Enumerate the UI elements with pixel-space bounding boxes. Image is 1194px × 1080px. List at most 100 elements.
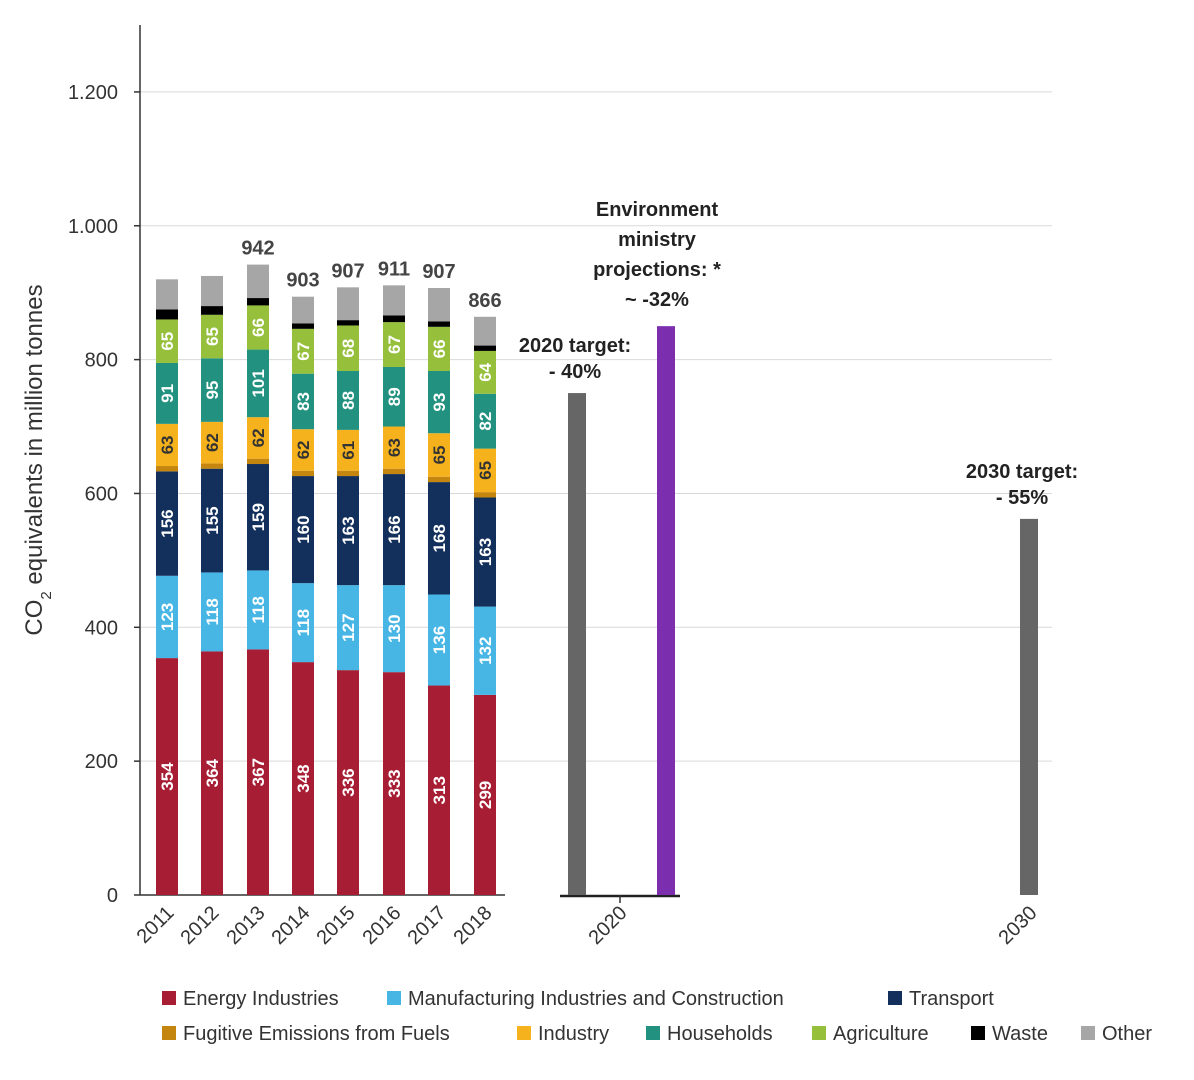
bar-segment (156, 575, 178, 659)
y-tick-label: 400 (85, 617, 118, 639)
segment-label: 82 (476, 412, 495, 431)
bar-segment (337, 429, 359, 471)
y-axis-title-prefix: CO (21, 600, 48, 636)
segment-label: 101 (249, 369, 268, 397)
legend-swatch (646, 1026, 660, 1040)
target-bar (657, 326, 675, 896)
bar-segment (383, 474, 405, 586)
y-tick-label: 0 (107, 885, 118, 907)
bar-segment (156, 362, 178, 424)
bar-segment (201, 306, 223, 315)
bar-segment (201, 572, 223, 652)
y-axis-title-subscript: 2 (38, 591, 55, 599)
bar-segment (247, 349, 269, 418)
segment-label: 159 (249, 503, 268, 531)
segment-label: 89 (385, 387, 404, 406)
x-tick-label: 2020 (585, 902, 632, 949)
segment-label: 156 (158, 509, 177, 537)
segment-label: 354 (158, 762, 177, 791)
x-tick-label: 2017 (404, 902, 451, 949)
legend-label: Energy Industries (183, 988, 339, 1010)
segment-label: 61 (339, 441, 358, 460)
target-annotation: 2030 target: (966, 461, 1078, 483)
target-bar (1020, 518, 1038, 895)
x-tick-label: 2012 (177, 902, 224, 949)
target-annotation: ministry (618, 229, 697, 251)
bar-segment (247, 298, 269, 306)
segment-label: 367 (249, 758, 268, 786)
bar-segment (337, 470, 359, 477)
legend-swatch (971, 1026, 985, 1040)
legend-swatch (888, 991, 902, 1005)
segment-label: 66 (249, 318, 268, 337)
bar-segment (428, 433, 450, 477)
target-annotation: 2020 target: (519, 335, 631, 357)
bar-segment (247, 417, 269, 459)
segment-label: 62 (203, 433, 222, 452)
bar-segment (428, 685, 450, 895)
target-bar (568, 393, 586, 895)
legend-swatch (517, 1026, 531, 1040)
legend: Energy Industries Manufacturing Industrie… (162, 988, 1152, 1045)
bar-segment (474, 350, 496, 394)
segment-label: 65 (430, 446, 449, 465)
segment-label: 67 (294, 342, 313, 361)
segment-label: 65 (476, 461, 495, 480)
segment-label: 168 (430, 524, 449, 552)
bar-segment (383, 426, 405, 469)
segment-label: 163 (339, 516, 358, 544)
legend-swatch (387, 991, 401, 1005)
segment-label: 127 (339, 613, 358, 641)
bar-segment (292, 296, 314, 324)
bar-segment (337, 325, 359, 371)
target-annotation: - 40% (549, 361, 601, 383)
segment-label: 62 (249, 428, 268, 447)
y-axis-title-suffix: equivalents in million tonnes (21, 284, 48, 591)
bar-segment (292, 373, 314, 430)
segment-label: 118 (294, 609, 313, 636)
total-label: 942 (241, 238, 274, 260)
target-annotation: Environment (596, 199, 719, 221)
bar-segment (337, 585, 359, 671)
segment-label: 63 (385, 438, 404, 457)
bar-segment (156, 658, 178, 895)
bar-segment (201, 275, 223, 307)
segment-label: 348 (294, 764, 313, 792)
total-label: 866 (468, 290, 501, 312)
data-labels: 354 123 156 63 91 65 364 118 155 62 95 65 367 118 159 6… (158, 238, 502, 810)
bar-segment (247, 458, 269, 465)
segment-label: 83 (294, 392, 313, 411)
segment-label: 65 (203, 327, 222, 346)
bar-segment (337, 476, 359, 586)
x-tick-label: 2011 (133, 902, 179, 948)
bar-segment (201, 468, 223, 573)
segment-label: 313 (430, 776, 449, 804)
legend-label: Households (667, 1023, 773, 1045)
legend-label: Other (1102, 1023, 1152, 1045)
legend-label: Transport (909, 988, 994, 1010)
y-axis-title: CO2 equivalents in million tonnes (21, 284, 55, 635)
annotations: 2020 target: - 40% Environment ministry proj… (519, 199, 1078, 509)
segment-label: 364 (203, 758, 222, 787)
bar-segment (474, 606, 496, 695)
x-tick-label: 2018 (450, 902, 497, 949)
bar-segment (428, 326, 450, 371)
bar-segment (428, 594, 450, 686)
x-tick-label: 2013 (223, 902, 270, 949)
bar-segment (292, 662, 314, 895)
segment-label: 64 (476, 362, 495, 381)
segment-label: 63 (158, 435, 177, 454)
segment-label: 91 (158, 384, 177, 403)
y-tick-label: 800 (85, 350, 118, 372)
legend-label: Manufacturing Industries and Constructio… (408, 988, 784, 1010)
legend-swatch (812, 1026, 826, 1040)
segment-label: 132 (476, 637, 495, 665)
total-label: 907 (331, 260, 364, 282)
bar-segment (247, 464, 269, 571)
x-tick-label: 2016 (359, 902, 406, 949)
bar-segment (383, 672, 405, 895)
segment-label: 299 (476, 781, 495, 809)
bar-segment (383, 285, 405, 316)
segment-label: 160 (294, 515, 313, 543)
